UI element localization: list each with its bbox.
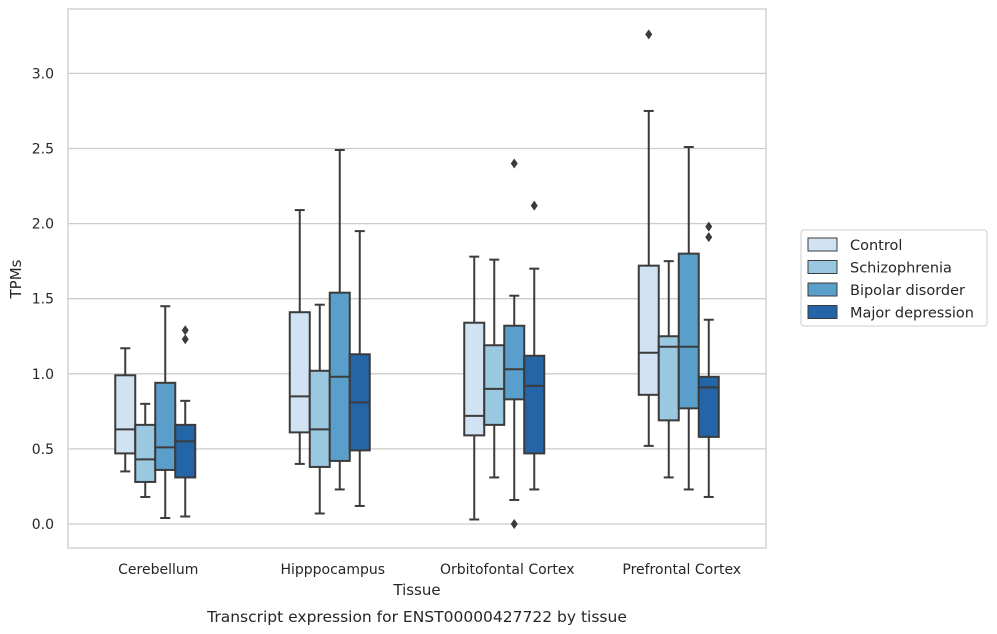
y-tick-labels: 0.0 0.5 1.0 1.5 2.0 2.5 3.0 — [32, 66, 54, 533]
box-group — [154, 305, 177, 519]
box — [503, 324, 526, 401]
legend-label: Schizophrenia — [850, 261, 952, 277]
box-group — [134, 402, 157, 498]
outlier-point — [510, 519, 518, 529]
box — [677, 252, 700, 410]
y-tick-label: 0.0 — [32, 517, 54, 533]
outlier-point — [705, 221, 713, 232]
y-tick-label: 2.0 — [32, 217, 54, 233]
box — [154, 381, 177, 471]
box — [483, 344, 506, 426]
box-group — [677, 145, 700, 491]
legend-swatch — [807, 260, 838, 274]
box-group — [657, 260, 680, 479]
y-axis-label: TPMs — [7, 259, 25, 299]
x-axis-label: Tissue — [392, 581, 440, 599]
outlier-point — [530, 200, 538, 211]
box-group — [483, 258, 506, 479]
box-group — [697, 221, 720, 498]
x-tick-labels: Cerebellum Hipppocampus Orbitofontal Corte… — [118, 562, 741, 578]
chart-caption: Transcript expression for ENST0000042772… — [206, 608, 627, 626]
box — [657, 335, 680, 422]
y-tick-label: 3.0 — [32, 66, 54, 82]
x-tick-label: Hipppocampus — [280, 562, 385, 578]
box — [523, 354, 546, 455]
x-tick-label: Orbitofontal Cortex — [440, 562, 575, 578]
y-tick-label: 1.0 — [32, 367, 54, 383]
legend-swatch — [807, 237, 838, 252]
legend-swatch — [807, 282, 838, 297]
legend-label: Bipolar disorder — [850, 283, 965, 299]
box-group — [308, 303, 331, 515]
y-tick-label: 0.5 — [32, 442, 54, 458]
plot-area-frame — [67, 8, 767, 549]
outlier-point — [510, 158, 518, 169]
outlier-point — [705, 232, 713, 243]
boxes-layer — [114, 29, 720, 529]
box-group — [463, 255, 486, 521]
box — [463, 321, 486, 437]
x-tick-label: Cerebellum — [118, 562, 198, 578]
outlier-point — [645, 29, 653, 40]
y-tick-label: 1.5 — [32, 292, 54, 308]
box-group — [174, 325, 197, 518]
box — [134, 423, 157, 483]
outlier-point — [181, 334, 189, 345]
box-group — [523, 200, 546, 491]
legend: Control Schizophrenia Bipolar disorder Majo… — [800, 229, 988, 327]
box-group — [348, 230, 371, 507]
x-tick-label: Prefrontal Cortex — [622, 562, 741, 578]
box — [697, 375, 720, 438]
outlier-point — [181, 325, 189, 336]
legend-swatch — [807, 305, 838, 319]
legend-frame — [800, 229, 988, 327]
box — [114, 374, 137, 455]
box — [174, 423, 197, 479]
legend-label: Major depression — [850, 306, 974, 322]
box-group — [328, 149, 351, 491]
box — [308, 369, 331, 468]
box — [637, 264, 660, 396]
box-group — [503, 158, 526, 529]
y-tick-label: 2.5 — [32, 142, 54, 158]
box-group — [288, 209, 311, 465]
legend-label: Control — [850, 238, 902, 254]
box-group — [637, 29, 660, 447]
box-group — [114, 347, 137, 473]
box — [288, 311, 311, 434]
